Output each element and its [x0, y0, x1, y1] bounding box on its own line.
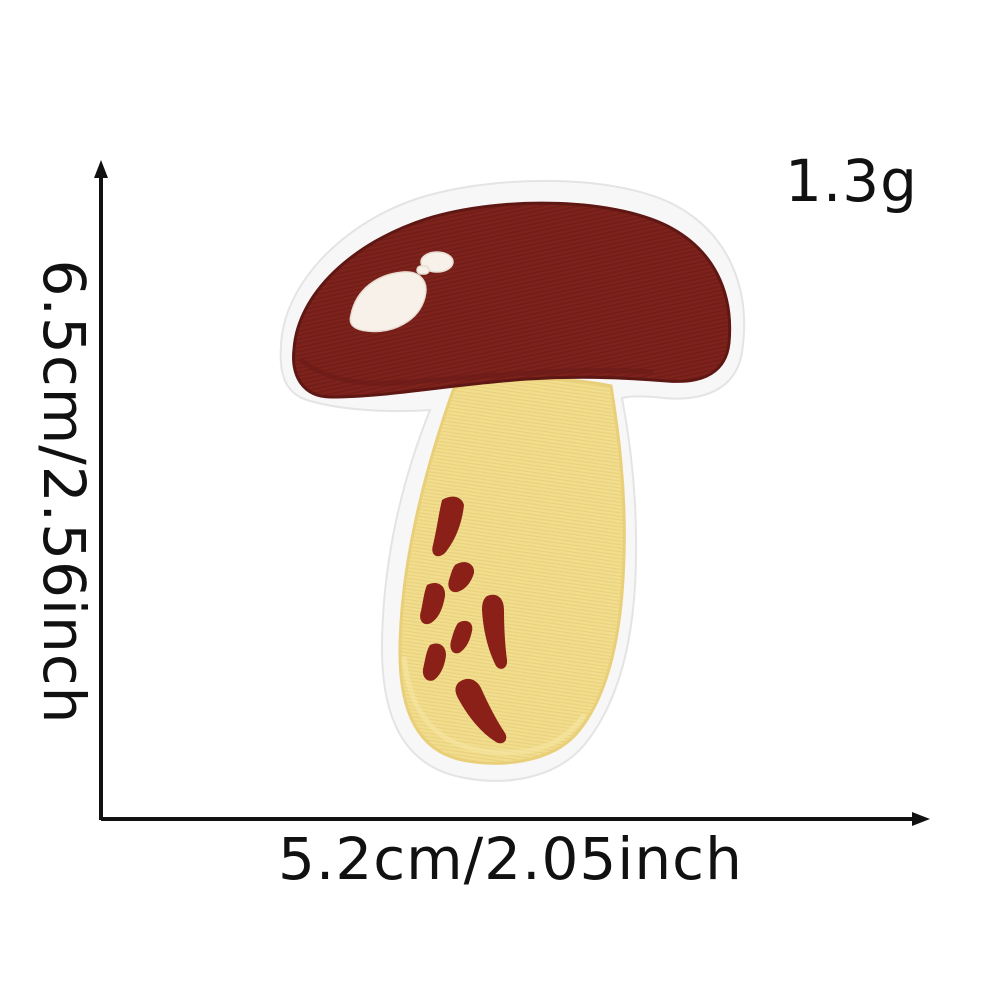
- arrow-right-icon: [912, 812, 930, 826]
- width-label: 5.2cm/2.05inch: [278, 825, 743, 893]
- arrow-up-icon: [94, 160, 108, 178]
- weight-label: 1.3g: [784, 147, 918, 215]
- mushroom-patch: [279, 179, 746, 782]
- mushroom-stem: [398, 377, 626, 765]
- mushroom-cap: [292, 201, 732, 399]
- stem-spots: [420, 496, 508, 744]
- dimension-axes: [94, 160, 930, 826]
- height-label: 6.5cm/2.56inch: [30, 259, 98, 725]
- cap-highlight: [349, 251, 454, 333]
